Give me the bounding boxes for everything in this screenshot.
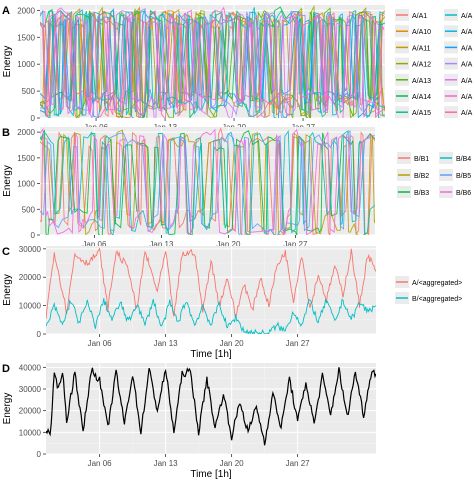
y-tick-label: 30000 (19, 385, 42, 394)
series-line-11 (40, 7, 385, 118)
legend-label: A/<aggregated> (412, 280, 462, 287)
series-line-1 (46, 298, 376, 334)
y-tick-label: 10000 (19, 428, 42, 437)
y-axis-title: Energy (2, 274, 13, 306)
x-tick-label: Jan 20 (216, 240, 241, 249)
legend-label: A/A10 (412, 29, 431, 36)
series-line-12 (40, 6, 385, 118)
series-line-13 (40, 11, 385, 118)
panel-label: A (2, 5, 10, 17)
legend-label: B/B4 (456, 156, 471, 163)
x-tick-label: Jan 06 (82, 240, 107, 249)
legend-label: A/A13 (412, 78, 431, 85)
series-line-0 (46, 367, 376, 446)
y-tick-label: 30000 (19, 245, 42, 254)
legend-label: A/A15 (412, 110, 431, 117)
y-tick-label: 20000 (19, 273, 42, 282)
panel-c: 0 10000 20000 30000 Jan 06 Jan 13 Jan 20 Jan 27… (2, 245, 462, 360)
x-tick-label: Jan 06 (88, 339, 113, 348)
series-line-3 (40, 5, 385, 118)
panel-b: 0 500 1000 1500 2000 Jan 06 Jan 13 Jan 20 Jan 27… (2, 127, 471, 261)
y-tick-label: 0 (37, 330, 42, 339)
y-tick-label: 2000 (17, 128, 35, 137)
legend-label: A/A12 (412, 62, 431, 69)
x-axis-title: Time [1h] (190, 349, 232, 360)
legend-label: A/A14 (412, 94, 431, 101)
x-tick-label: Jan 27 (286, 459, 311, 468)
plot-area (40, 127, 375, 235)
x-tick-label: Jan 27 (286, 339, 311, 348)
series-line-0 (46, 247, 376, 319)
legend-label: B/B5 (456, 173, 471, 180)
y-tick-label: 1500 (17, 154, 35, 163)
x-tick-label: Jan 27 (283, 240, 308, 249)
y-axis-title: Energy (2, 46, 13, 78)
plot-background (46, 246, 376, 334)
legend-label: B/B6 (456, 190, 471, 197)
y-tick-label: 0 (37, 450, 42, 459)
legend-label: A/A1 (412, 13, 427, 20)
x-tick-label: Jan 13 (149, 240, 174, 249)
legend-label: A/A (461, 62, 473, 69)
panel-label: B (2, 127, 10, 139)
x-tick-label: Jan 20 (220, 339, 245, 348)
y-axis-title: Energy (2, 393, 13, 425)
plot-area (46, 247, 376, 334)
y-tick-label: 10000 (19, 302, 42, 311)
y-tick-label: 0 (31, 231, 36, 240)
legend-label: A/A (461, 29, 473, 36)
legend-label: A/A11 (412, 45, 431, 52)
legend-label: B/B1 (414, 156, 429, 163)
series-line-3 (40, 129, 375, 235)
y-tick-label: 0 (31, 114, 36, 123)
legend-label: B/B2 (414, 173, 429, 180)
legend-label: A/A (461, 110, 473, 117)
x-tick-label: Jan 13 (154, 339, 179, 348)
panel-label: D (2, 363, 10, 375)
x-tick-label: Jan 13 (154, 459, 179, 468)
legend-label: A/A (461, 78, 473, 85)
y-tick-label: 20000 (19, 407, 42, 416)
legend-label: B/<aggregated> (412, 296, 462, 303)
plot-area (40, 5, 385, 118)
y-tick-label: 1500 (17, 33, 35, 42)
panel-d: 0 10000 20000 30000 40000 Jan 06 Jan 13 Jan 20 J… (2, 363, 376, 479)
y-axis-title: Energy (2, 165, 13, 197)
x-tick-label: Jan 06 (88, 459, 113, 468)
series-line-4 (40, 129, 371, 235)
legend-label: A/A (461, 45, 473, 52)
x-axis-title: Time [1h] (190, 469, 232, 479)
y-tick-label: 40000 (19, 363, 42, 372)
y-tick-label: 1000 (17, 180, 35, 189)
y-tick-label: 500 (22, 205, 36, 214)
series-line-5 (40, 127, 375, 235)
legend-label: A/A (461, 94, 473, 101)
plot-area (46, 367, 376, 446)
y-tick-label: 500 (22, 87, 36, 96)
y-tick-label: 1000 (17, 60, 35, 69)
legend-label: A/A (461, 13, 473, 20)
y-tick-label: 2000 (17, 6, 35, 15)
legend-label: B/B3 (414, 190, 429, 197)
x-tick-label: Jan 20 (220, 459, 245, 468)
series-line-2 (40, 129, 375, 235)
panel-label: C (2, 246, 10, 258)
